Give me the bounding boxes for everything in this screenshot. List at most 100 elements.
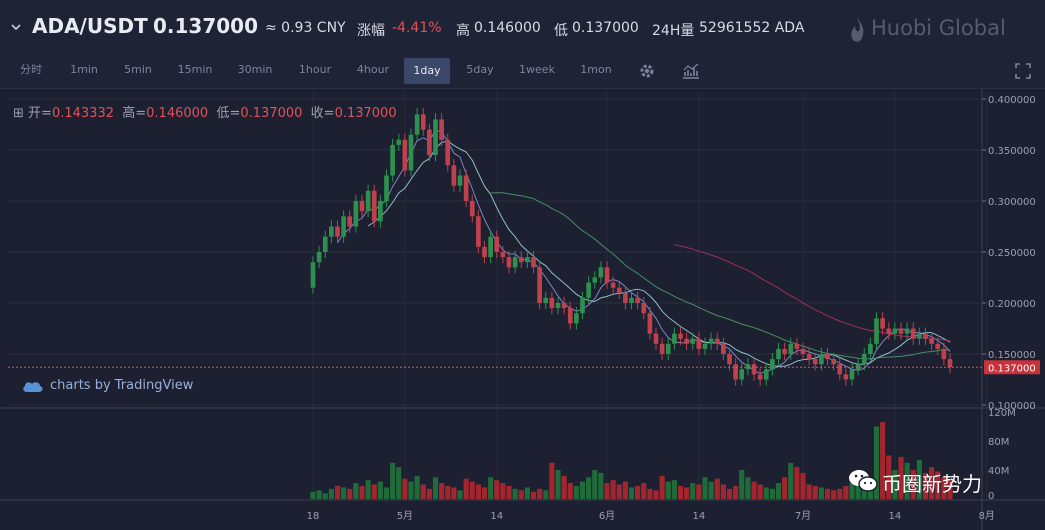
candle[interactable] — [708, 338, 714, 344]
candle[interactable] — [684, 338, 689, 344]
candle[interactable] — [610, 282, 616, 288]
interval-tab[interactable]: 4hour — [356, 63, 390, 76]
candle[interactable] — [714, 338, 720, 344]
candle[interactable] — [941, 348, 947, 360]
interval-tab[interactable]: 15min — [177, 63, 213, 76]
candle[interactable] — [721, 343, 726, 354]
candle[interactable] — [616, 287, 622, 293]
candle[interactable] — [353, 201, 359, 227]
candle[interactable] — [727, 354, 732, 365]
candle[interactable] — [494, 236, 500, 252]
candle[interactable] — [800, 348, 806, 354]
chevron-down-icon[interactable] — [10, 21, 22, 33]
candle[interactable] — [635, 297, 640, 303]
candle[interactable] — [329, 226, 334, 237]
pair-title[interactable]: ADA/USDT — [32, 14, 148, 38]
candle[interactable] — [812, 359, 818, 365]
candle[interactable] — [525, 257, 530, 263]
candle[interactable] — [402, 139, 408, 171]
candle[interactable] — [861, 354, 867, 365]
interval-tab-active[interactable]: 1day — [404, 58, 450, 84]
candle[interactable] — [757, 374, 763, 380]
interval-tab[interactable]: 1hour — [298, 63, 332, 76]
candle[interactable] — [543, 297, 549, 303]
candle[interactable] — [751, 364, 757, 375]
candle[interactable] — [439, 119, 444, 140]
candle[interactable] — [384, 175, 389, 202]
candle[interactable] — [322, 236, 328, 252]
candle[interactable] — [849, 369, 855, 380]
interval-tab[interactable]: 5min — [124, 63, 152, 76]
candle[interactable] — [702, 343, 708, 349]
candle[interactable] — [629, 297, 634, 303]
candle[interactable] — [923, 333, 928, 339]
candle[interactable] — [868, 343, 873, 354]
fullscreen-icon[interactable] — [1014, 62, 1032, 80]
candle[interactable] — [831, 359, 836, 365]
candle[interactable] — [819, 354, 824, 365]
candle[interactable] — [427, 129, 432, 156]
candle[interactable] — [347, 216, 353, 227]
candle[interactable] — [776, 348, 781, 360]
candle[interactable] — [408, 134, 414, 171]
candle[interactable] — [549, 297, 555, 309]
candle[interactable] — [880, 318, 885, 329]
candle[interactable] — [476, 216, 481, 247]
candle[interactable] — [788, 343, 794, 354]
candle[interactable] — [390, 144, 395, 176]
candle[interactable] — [641, 303, 647, 314]
candle[interactable] — [917, 333, 922, 339]
legend-toggle-icon[interactable]: ⊞ — [13, 106, 24, 121]
tradingview-branding[interactable]: charts by TradingView — [22, 378, 193, 393]
candle[interactable] — [837, 364, 843, 375]
candle[interactable] — [794, 343, 800, 349]
candle[interactable] — [886, 328, 892, 334]
candle[interactable] — [457, 175, 463, 186]
candle[interactable] — [623, 292, 628, 303]
candle[interactable] — [665, 343, 671, 354]
candle[interactable] — [892, 328, 898, 334]
candle[interactable] — [506, 257, 512, 268]
candle[interactable] — [567, 308, 573, 324]
candle[interactable] — [653, 333, 659, 344]
candle[interactable] — [935, 343, 941, 349]
candle[interactable] — [598, 267, 604, 278]
candle[interactable] — [433, 119, 438, 156]
candle[interactable] — [733, 364, 738, 380]
candle[interactable] — [316, 252, 322, 263]
candle[interactable] — [371, 190, 377, 222]
candle[interactable] — [647, 313, 653, 334]
candle[interactable] — [910, 328, 916, 339]
candle[interactable] — [855, 364, 861, 370]
interval-tab[interactable]: 30min — [237, 63, 273, 76]
candle[interactable] — [929, 338, 934, 344]
candle[interactable] — [696, 338, 702, 349]
candle[interactable] — [463, 175, 469, 202]
indicator-icon[interactable] — [682, 62, 700, 80]
candle[interactable] — [672, 333, 677, 344]
candle[interactable] — [604, 267, 610, 283]
candle[interactable] — [904, 328, 910, 334]
candle[interactable] — [396, 139, 402, 145]
interval-tab[interactable]: 1mon — [580, 63, 612, 76]
candle[interactable] — [359, 201, 365, 212]
candle[interactable] — [488, 236, 493, 258]
gear-icon[interactable] — [638, 62, 656, 80]
candle[interactable] — [335, 226, 340, 237]
interval-tab[interactable]: 1min — [70, 63, 98, 76]
candle[interactable] — [659, 343, 665, 354]
candle[interactable] — [770, 359, 775, 370]
candle[interactable] — [469, 201, 475, 217]
candle[interactable] — [843, 374, 849, 380]
candle[interactable] — [341, 216, 346, 237]
interval-tab[interactable]: 5day — [466, 63, 494, 76]
candle[interactable] — [414, 114, 420, 135]
candle[interactable] — [445, 139, 451, 166]
candle[interactable] — [947, 359, 953, 368]
candle[interactable] — [482, 246, 487, 258]
candle[interactable] — [574, 313, 579, 324]
candle[interactable] — [806, 354, 812, 360]
candle[interactable] — [512, 257, 518, 268]
candle[interactable] — [500, 252, 506, 258]
candle[interactable] — [874, 318, 879, 344]
